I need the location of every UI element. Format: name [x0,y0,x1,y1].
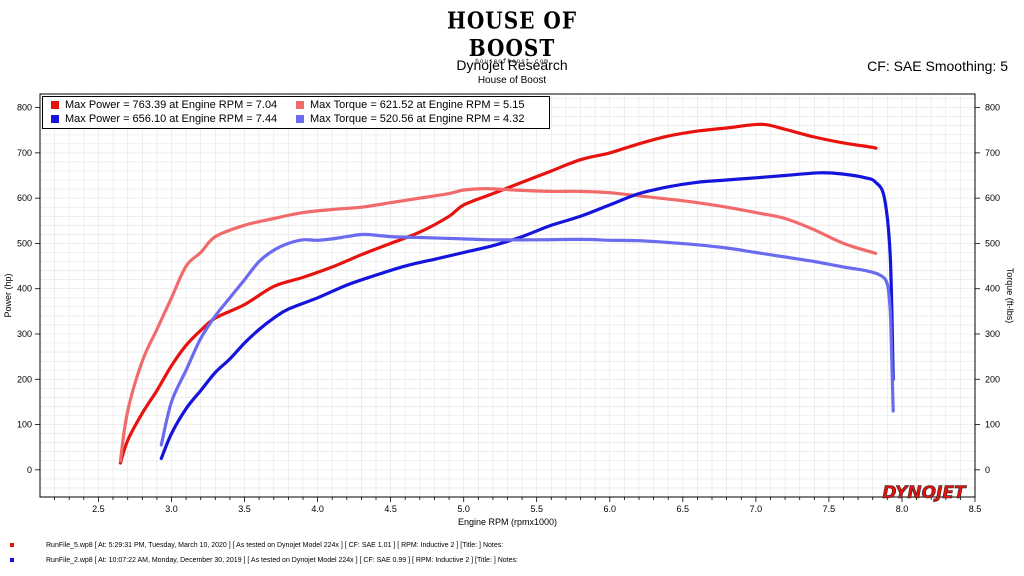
grid-layer [40,94,976,498]
y-tick-label: 500 [17,238,32,248]
y-tick-label: 300 [17,329,32,339]
x-tick-label: 3.0 [165,504,178,514]
series-layer [118,122,895,465]
y-tick-label: 200 [17,374,32,384]
legend-label: Max Power = 763.39 at Engine RPM = 7.04 [65,99,278,111]
y-tick-label: 100 [17,420,32,430]
y-tick-label: 800 [17,103,32,113]
y2-tick-label: 100 [985,420,1000,430]
x-axis-title: Engine RPM (rpmx1000) [458,517,557,527]
y2-tick-label: 800 [985,103,1000,113]
x-tick-label: 8.5 [969,504,982,514]
legend-label: Max Power = 656.10 at Engine RPM = 7.44 [65,113,278,125]
legend-swatch-run1-power [51,101,59,110]
y-tick-label: 700 [17,148,32,158]
axes-layer: 2.5 3.0 3.5 4.0 4.5 5.0 5.5 6.0 6.5 7.0 7.5 8.0 8.5 0… [17,103,1000,514]
y2-tick-label: 700 [985,148,1000,158]
run1-color-marker [10,543,14,547]
y-tick-label: 400 [17,284,32,294]
x-tick-label: 4.0 [311,504,324,514]
logo-text: HOUSE OF BOOST [446,6,578,62]
run2-info: RunFile_2.wp8 [ At: 10:07:22 AM, Monday,… [46,557,518,564]
y-axis-title: Power (hp) [3,273,13,317]
y2-tick-label: 300 [985,329,1000,339]
y2-axis-title: Torque (ft-lbs) [1005,268,1015,324]
legend-label: Max Torque = 520.56 at Engine RPM = 4.32 [310,113,525,125]
x-tick-label: 5.0 [457,504,470,514]
y2-tick-label: 0 [985,465,990,475]
legend-item-run2-torque: Max Torque = 520.56 at Engine RPM = 4.32 [296,112,524,126]
legend-item-run1-power: Max Power = 763.39 at Engine RPM = 7.04 [51,98,277,112]
y2-tick-label: 600 [985,193,1000,203]
x-tick-label: 6.5 [677,504,690,514]
legend-label: Max Torque = 621.52 at Engine RPM = 5.15 [310,99,525,111]
legend-item-run1-torque: Max Torque = 621.52 at Engine RPM = 5.15 [296,98,524,112]
x-tick-label: 4.5 [384,504,397,514]
run1-info: RunFile_5.wp8 [ At: 5:29:31 PM, Tuesday,… [46,542,504,549]
legend-swatch-run1-torque [296,101,304,110]
x-tick-label: 6.0 [604,504,617,514]
x-tick-label: 7.0 [750,504,763,514]
y2-tick-label: 200 [985,374,1000,384]
y2-tick-label: 400 [985,284,1000,294]
y-tick-label: 0 [27,465,32,475]
x-tick-label: 2.5 [92,504,105,514]
logo-url: houseofboost.com [475,58,549,65]
x-tick-label: 7.5 [823,504,836,514]
run2-color-marker [10,558,14,562]
legend-item-run2-power: Max Power = 656.10 at Engine RPM = 7.44 [51,112,277,126]
x-tick-label: 3.5 [238,504,251,514]
x-tick-label: 5.5 [530,504,543,514]
series-line-4 [159,232,895,447]
legend-swatch-run2-torque [296,115,304,124]
chart-subtitle: House of Boost [477,75,547,86]
legend-swatch-run2-power [51,115,59,124]
house-of-boost-logo: HOUSE OF BOOST houseofboost.com [440,6,584,65]
series-line-1 [118,122,878,465]
chart-legend: Max Power = 763.39 at Engine RPM = 7.04 … [42,96,550,129]
cf-smoothing-info: CF: SAE Smoothing: 5 [867,58,1008,74]
chart-title: Dynojet Research [456,57,568,73]
dynojet-brand-logo: DYNOJET [882,483,967,503]
series-line-2 [118,187,878,463]
x-tick-label: 8.0 [896,504,909,514]
y2-tick-label: 500 [985,238,1000,248]
y-tick-label: 600 [17,193,32,203]
